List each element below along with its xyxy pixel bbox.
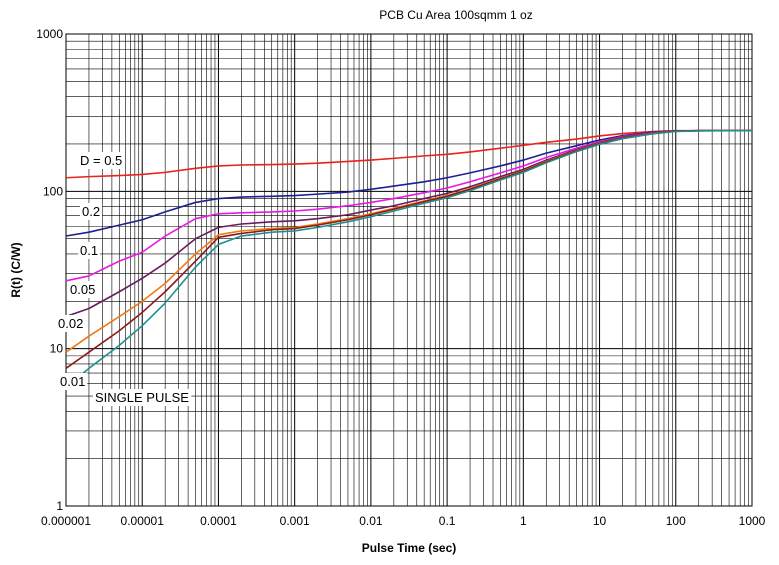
curve-label: 0.1: [80, 243, 98, 258]
x-tick-label: 0.0001: [200, 514, 237, 528]
y-tick-label: 1: [56, 499, 63, 513]
curve-label-background: [58, 373, 88, 390]
chart-title: PCB Cu Area 100sqmm 1 oz: [379, 8, 532, 22]
series-line: [65, 129, 752, 353]
curve-label: 0.05: [70, 282, 95, 297]
curve-label: SINGLE PULSE: [95, 390, 189, 405]
series-line: [65, 129, 752, 369]
x-tick-label: 1000: [739, 514, 766, 528]
curve-label: 0.2: [82, 204, 100, 219]
x-tick-label: 1: [520, 514, 527, 528]
series-line: [65, 129, 752, 179]
x-tick-labels: 0.000001 0.00001 0.0001 0.001 0.01 0.1 1 10 100 1…: [41, 514, 766, 528]
x-tick-label: 0.001: [280, 514, 310, 528]
curve-label-background: [93, 389, 192, 406]
curve-labels: D = 0.5 0.2 0.1 0.05 0.02 0.01 SINGLE PULSE: [56, 152, 192, 406]
x-tick-label: 0.000001: [41, 514, 91, 528]
curve-label: 0.01: [60, 374, 85, 389]
y-tick-label: 100: [43, 184, 63, 198]
curve-label-background: [68, 281, 98, 298]
y-tick-label: 10: [50, 342, 64, 356]
grid: [65, 34, 752, 507]
series-line: [65, 129, 752, 237]
x-tick-label: 0.1: [439, 514, 456, 528]
series-line: [65, 129, 752, 388]
curve-label: D = 0.5: [80, 153, 122, 168]
x-axis-title: Pulse Time (sec): [362, 541, 457, 555]
series-lines: [65, 129, 752, 388]
x-tick-label: 100: [666, 514, 686, 528]
curve-label-background: [56, 315, 86, 332]
x-tick-label: 0.00001: [121, 514, 165, 528]
x-tick-label: 0.01: [359, 514, 383, 528]
plot-area: [65, 33, 753, 507]
y-tick-label: 1000: [36, 27, 63, 41]
y-tick-labels: 1 10 100 1000: [36, 27, 63, 513]
curve-label: 0.02: [58, 316, 83, 331]
y-axis-title: R(t) (C/W): [9, 242, 23, 297]
curve-label-background: [78, 242, 101, 259]
x-tick-label: 10: [593, 514, 607, 528]
curve-label-background: [78, 152, 125, 169]
curve-label-background: [80, 203, 103, 220]
